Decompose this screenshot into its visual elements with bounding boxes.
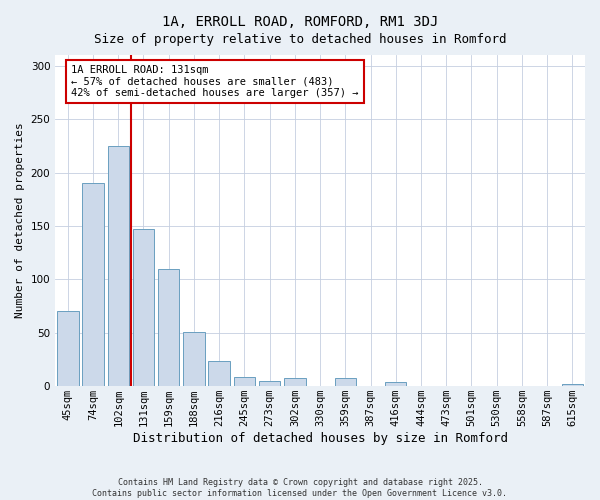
Bar — [158, 268, 179, 386]
Text: 1A ERROLL ROAD: 131sqm
← 57% of detached houses are smaller (483)
42% of semi-de: 1A ERROLL ROAD: 131sqm ← 57% of detached… — [71, 65, 359, 98]
Bar — [385, 382, 406, 386]
Bar — [183, 332, 205, 386]
Y-axis label: Number of detached properties: Number of detached properties — [15, 122, 25, 318]
Text: Contains HM Land Registry data © Crown copyright and database right 2025.
Contai: Contains HM Land Registry data © Crown c… — [92, 478, 508, 498]
Bar — [335, 378, 356, 386]
Bar — [107, 146, 129, 386]
Text: Size of property relative to detached houses in Romford: Size of property relative to detached ho… — [94, 32, 506, 46]
Bar — [82, 183, 104, 386]
Bar — [133, 229, 154, 386]
Bar — [57, 312, 79, 386]
Bar — [284, 378, 305, 386]
X-axis label: Distribution of detached houses by size in Romford: Distribution of detached houses by size … — [133, 432, 508, 445]
Bar — [562, 384, 583, 386]
Bar — [208, 360, 230, 386]
Bar — [233, 376, 255, 386]
Bar — [259, 381, 280, 386]
Text: 1A, ERROLL ROAD, ROMFORD, RM1 3DJ: 1A, ERROLL ROAD, ROMFORD, RM1 3DJ — [162, 15, 438, 29]
